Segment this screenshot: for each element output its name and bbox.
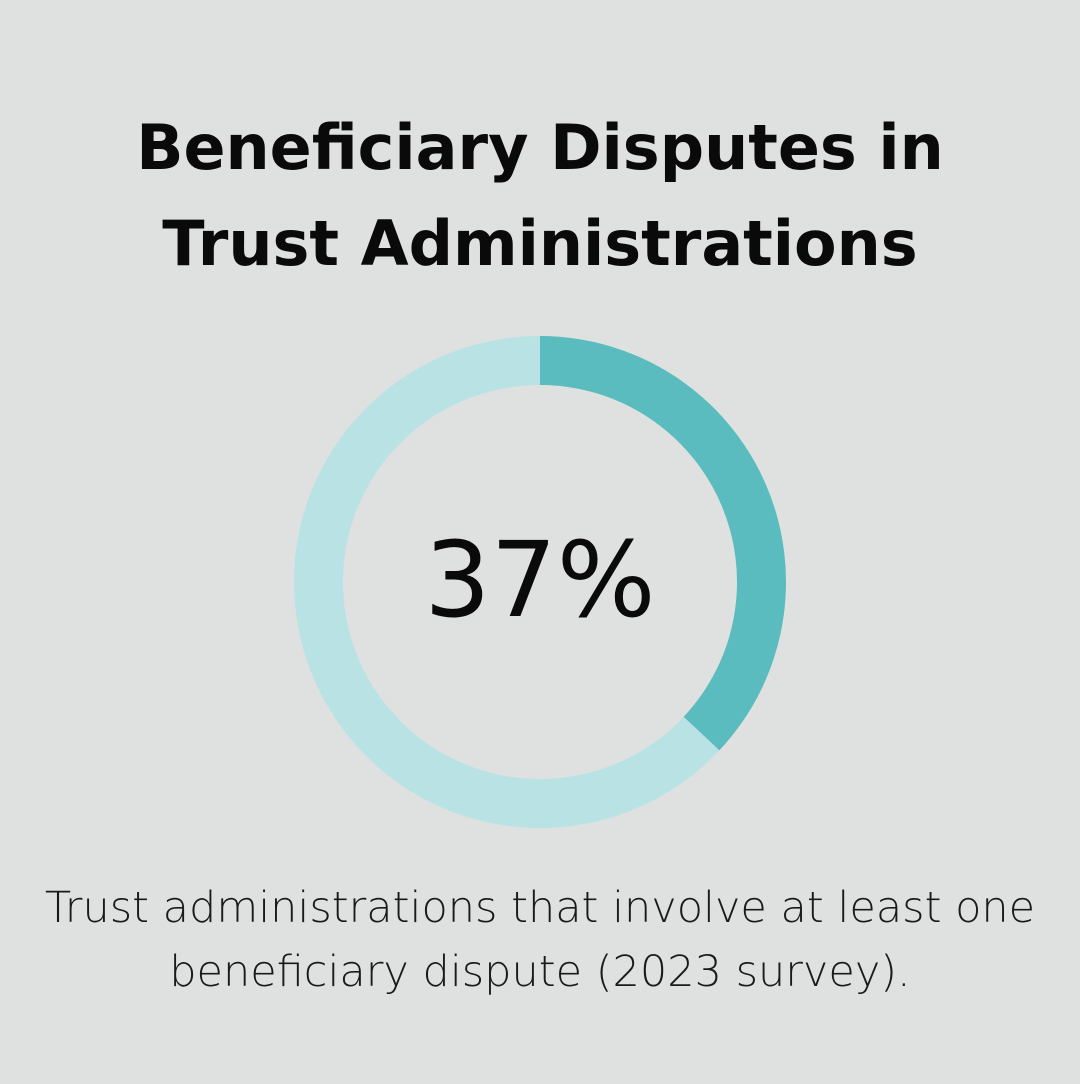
chart-caption: Trust administrations that involve at le…: [44, 883, 1036, 997]
chart-title: Beneficiary Disputes in Trust Administra…: [40, 100, 1040, 292]
chart-title-line-2: Trust Administrations: [162, 207, 918, 280]
donut-chart: [293, 336, 786, 828]
donut-slice-remainder: [293, 336, 720, 828]
chart-title-line-1: Beneficiary Disputes in: [136, 111, 944, 184]
donut-center-value: 37%: [424, 519, 656, 641]
donut-slice-highlight: [540, 336, 786, 751]
